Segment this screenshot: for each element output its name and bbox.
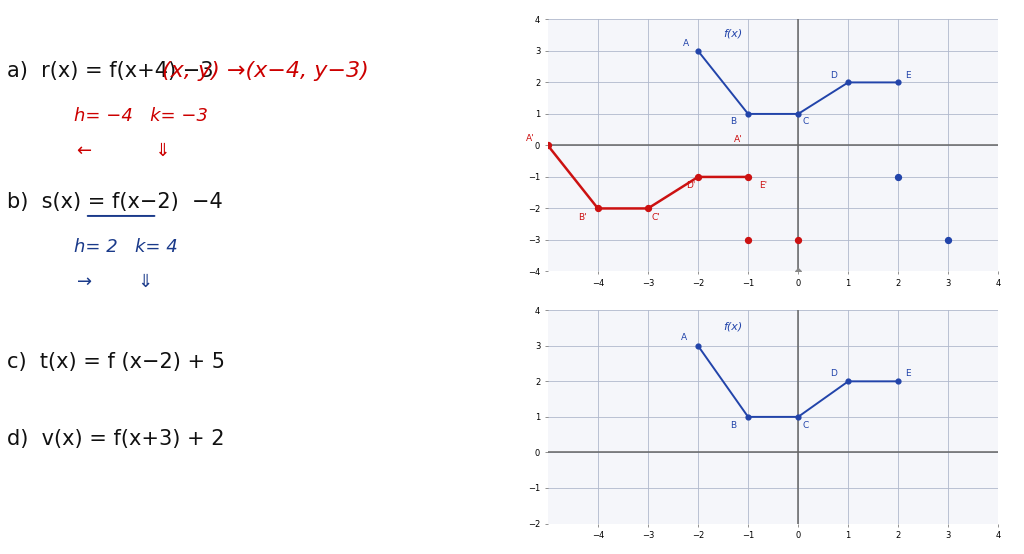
Point — [840, 78, 856, 87]
Point — [590, 204, 606, 213]
Point — [690, 47, 707, 55]
Text: E': E' — [759, 181, 767, 190]
Point — [740, 412, 757, 421]
Point — [890, 172, 906, 181]
Text: h= 2   k= 4: h= 2 k= 4 — [74, 238, 178, 256]
Point — [840, 377, 856, 386]
Text: (x, y) →(x−4, y−3): (x, y) →(x−4, y−3) — [162, 61, 369, 81]
Text: D: D — [829, 71, 837, 80]
Point — [790, 110, 806, 119]
Text: →        ⇓: → ⇓ — [77, 273, 153, 291]
Text: A: A — [682, 39, 688, 48]
Point — [790, 235, 806, 244]
Text: D': D' — [686, 181, 695, 190]
Text: b)  s(x) = f(x−2)  −4: b) s(x) = f(x−2) −4 — [6, 192, 222, 212]
Text: c)  t(x) = f (x−2) + 5: c) t(x) = f (x−2) + 5 — [6, 352, 224, 372]
Text: C: C — [803, 117, 809, 126]
Point — [790, 267, 806, 276]
Point — [890, 377, 906, 386]
Point — [790, 412, 806, 421]
Point — [740, 110, 757, 119]
Text: B: B — [730, 421, 736, 430]
Point — [940, 235, 956, 244]
Point — [640, 204, 656, 213]
Point — [690, 172, 707, 181]
Text: D: D — [829, 369, 837, 378]
Text: h= −4   k= −3: h= −4 k= −3 — [74, 107, 208, 125]
Text: f(x): f(x) — [723, 28, 742, 38]
Text: B: B — [730, 117, 736, 126]
Text: f(x): f(x) — [723, 321, 742, 331]
Text: E: E — [905, 71, 911, 80]
Point — [740, 172, 757, 181]
Text: B': B' — [579, 213, 587, 222]
Text: A': A' — [526, 134, 535, 143]
Text: C: C — [803, 421, 809, 430]
Point — [740, 235, 757, 244]
Point — [540, 141, 556, 150]
Text: a)  r(x) = f(x+4) −3: a) r(x) = f(x+4) −3 — [6, 61, 213, 81]
Text: A': A' — [734, 135, 742, 143]
Point — [690, 341, 707, 350]
Point — [890, 78, 906, 87]
Text: E: E — [905, 369, 911, 378]
Text: ←           ⇓: ← ⇓ — [77, 142, 170, 160]
Text: d)  v(x) = f(x+3) + 2: d) v(x) = f(x+3) + 2 — [6, 429, 224, 449]
Text: C': C' — [651, 213, 659, 222]
Text: A: A — [681, 334, 687, 342]
